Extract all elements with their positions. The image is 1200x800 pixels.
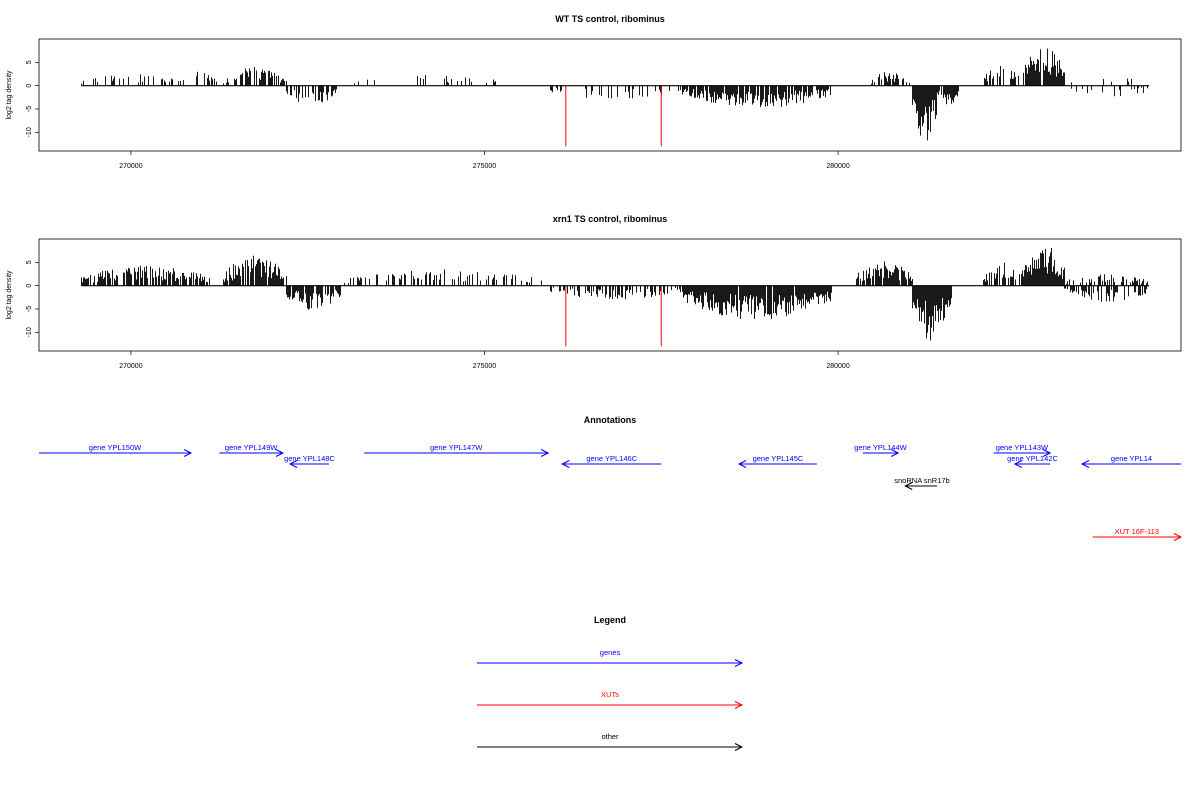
wt-y-axis: 5 0 -5 -10 — [26, 60, 39, 137]
annotation-arrowhead — [183, 449, 193, 457]
x-tick-label: 270000 — [119, 163, 142, 170]
annotation-arrowhead — [275, 449, 285, 457]
wt-panel-title: WT TS control, ribominus — [555, 14, 665, 24]
xrn1-y-axis: 5 0 -5 -10 — [26, 260, 39, 337]
x-tick-label: 280000 — [826, 363, 849, 370]
xrn1-y-axis-label: log2 tag density — [6, 270, 13, 320]
annotation-label: gene YPL145C — [753, 454, 804, 463]
x-tick-label: 280000 — [826, 163, 849, 170]
wt-x-axis: 270000 275000 280000 — [119, 151, 850, 170]
annotation-label: XUT 16F-113 — [1115, 527, 1159, 536]
xrn1-density-bars — [81, 247, 1148, 341]
legend-label: genes — [600, 648, 621, 657]
annotation-feature: gene YPL149W — [219, 443, 285, 457]
legend-item-other: other — [477, 732, 744, 751]
x-tick-label: 275000 — [473, 163, 496, 170]
annotation-feature: gene YPL148C — [284, 454, 335, 468]
xrn1-x-axis: 270000 275000 280000 — [119, 351, 850, 370]
y-tick-label: 0 — [26, 84, 33, 88]
legend-arrowhead — [734, 701, 744, 709]
wt-y-axis-label: log2 tag density — [6, 70, 13, 120]
annotation-feature: gene YPL146C — [561, 454, 662, 468]
y-tick-label: -5 — [26, 106, 33, 112]
wt-highlight-bars — [565, 85, 662, 147]
legend: Legend genes XUTs other — [477, 615, 744, 751]
annotation-feature: gene YPL147W — [364, 443, 550, 457]
annotation-label: gene YPL142C — [1007, 454, 1058, 463]
x-tick-label: 270000 — [119, 363, 142, 370]
legend-label: other — [601, 732, 619, 741]
y-tick-label: 5 — [26, 260, 33, 264]
annotation-label: gene YPL146C — [586, 454, 637, 463]
legend-title: Legend — [594, 615, 626, 625]
y-tick-label: -5 — [26, 306, 33, 312]
annotation-arrowhead — [1013, 460, 1023, 468]
annotation-feature: gene YPL143W — [993, 443, 1052, 457]
wt-density-panel: WT TS control, ribominus log2 tag densit… — [6, 14, 1182, 170]
annotation-feature: snoRNA snR17b — [894, 476, 950, 490]
y-tick-label: -10 — [26, 127, 33, 137]
annotation-label: gene YPL148C — [284, 454, 335, 463]
annotation-label: gene YPL147W — [430, 443, 483, 452]
annotation-label: gene YPL149W — [225, 443, 278, 452]
annotation-arrowhead — [1173, 533, 1183, 541]
y-tick-label: -10 — [26, 327, 33, 337]
annotations-track: Annotations gene YPL150W gene YPL149W gene… — [39, 415, 1183, 541]
xrn1-highlight-bars — [565, 285, 662, 347]
legend-item-genes: genes — [477, 648, 744, 667]
annotation-feature: gene YPL142C — [1007, 454, 1058, 468]
annotation-label: gene YPL14 — [1111, 454, 1152, 463]
x-tick-label: 275000 — [473, 363, 496, 370]
annotation-feature: gene YPL144W — [854, 443, 908, 457]
legend-item-xuts: XUTs — [477, 690, 744, 709]
annotation-feature: gene YPL150W — [39, 443, 193, 457]
annotation-arrowhead — [737, 460, 747, 468]
xrn1-panel-title: xrn1 TS control, ribominus — [553, 214, 668, 224]
annotation-arrowhead — [288, 460, 298, 468]
annotation-label: snoRNA snR17b — [894, 476, 949, 485]
legend-arrowhead — [734, 743, 744, 751]
annotation-label: gene YPL143W — [996, 443, 1049, 452]
xrn1-density-panel: xrn1 TS control, ribominus log2 tag dens… — [6, 214, 1182, 370]
legend-label: XUTs — [601, 690, 619, 699]
annotation-arrowhead — [1042, 449, 1052, 457]
annotation-label: gene YPL144W — [854, 443, 907, 452]
y-tick-label: 0 — [26, 284, 33, 288]
xrn1-plot-frame — [38, 238, 1182, 352]
annotation-arrowhead — [561, 460, 570, 468]
annotations-title: Annotations — [584, 415, 637, 425]
wt-density-bars — [81, 48, 1148, 141]
annotation-feature: gene YPL14 — [1080, 454, 1181, 468]
annotation-arrowhead — [1080, 460, 1090, 468]
y-tick-label: 5 — [26, 60, 33, 64]
annotation-arrowhead — [904, 482, 913, 490]
annotation-arrowhead — [540, 449, 550, 457]
annotation-feature: XUT 16F-113 — [1092, 527, 1183, 541]
legend-arrowhead — [734, 659, 744, 667]
wt-plot-frame — [38, 38, 1182, 152]
annotation-label: gene YPL150W — [89, 443, 142, 452]
annotation-feature: gene YPL145C — [737, 454, 817, 468]
annotation-arrowhead — [890, 449, 900, 457]
